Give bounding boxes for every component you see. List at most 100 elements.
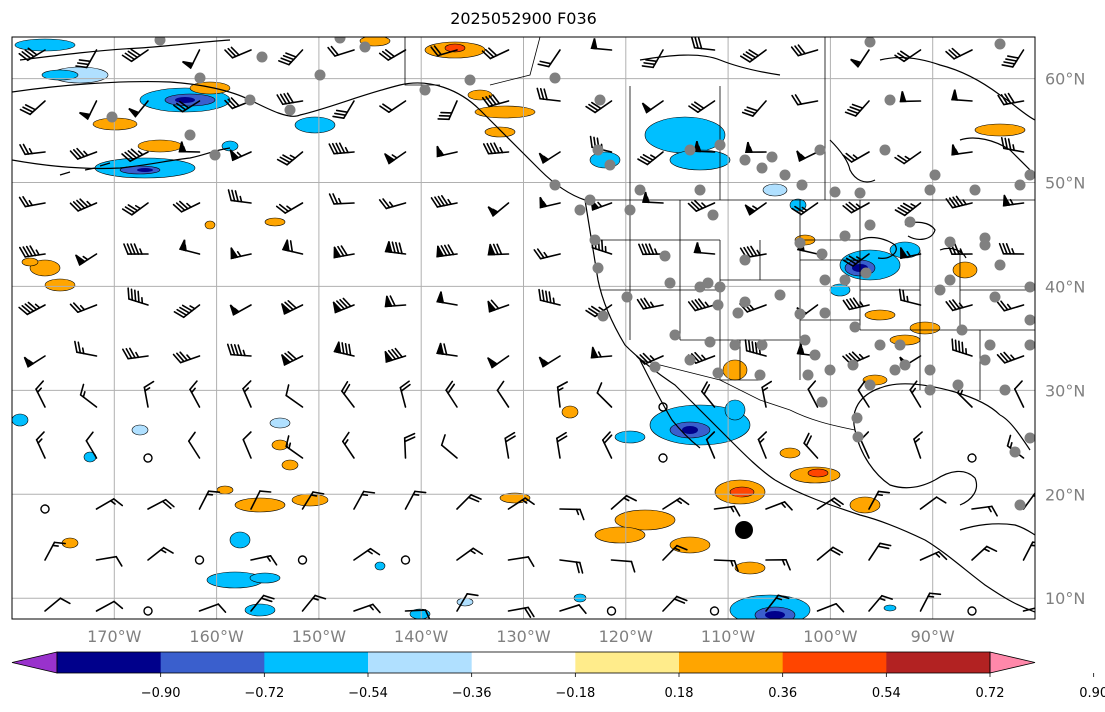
station-dot: [819, 307, 831, 319]
wind-barb: [487, 202, 510, 217]
contour-region: [281, 459, 299, 471]
barb-full: [127, 50, 139, 59]
barb-half: [286, 205, 293, 211]
barb-half: [86, 200, 92, 207]
barb-half: [186, 202, 192, 208]
barb-full: [690, 201, 701, 211]
wind-barb: [1022, 492, 1035, 510]
barb-half: [906, 250, 912, 257]
barb-full: [447, 383, 456, 394]
lon-tick-label: 140°W: [394, 627, 449, 646]
calm-circle: [606, 606, 617, 616]
barb-full: [121, 54, 133, 63]
wind-barb: [456, 494, 482, 510]
barb-staff: [919, 496, 938, 510]
barb-staff: [95, 555, 118, 561]
wind-barb: [40, 504, 50, 514]
barb-half: [911, 387, 917, 394]
wind-barb: [75, 49, 98, 69]
barb-full: [833, 497, 844, 506]
barb-full: [125, 348, 133, 360]
barb-full: [848, 201, 859, 211]
station-dot: [714, 281, 726, 293]
barb-full: [690, 37, 696, 49]
barb-full: [404, 436, 416, 443]
barb-full: [694, 351, 704, 362]
barb-full: [843, 259, 854, 267]
barb-half: [958, 302, 964, 309]
coastline: [19, 39, 231, 61]
wind-barb: [147, 498, 175, 510]
barb-half: [236, 251, 242, 258]
calm-circle: [297, 555, 308, 565]
wind-barb: [998, 242, 1025, 255]
wind-barb: [342, 431, 355, 459]
station-dot: [864, 219, 876, 231]
barb-half: [858, 353, 865, 360]
wind-barb: [399, 380, 411, 408]
barb-full: [879, 542, 892, 547]
barb-half: [1040, 607, 1043, 612]
barb-full: [260, 597, 273, 603]
station-dot: [714, 139, 726, 151]
barb-staff: [610, 559, 633, 563]
station-dot: [621, 291, 633, 303]
barb-full: [744, 204, 756, 212]
barb-staff: [250, 490, 261, 510]
wind-barb: [538, 151, 561, 164]
barb-full: [902, 202, 914, 210]
barb-full: [745, 51, 757, 59]
wind-barb: [857, 380, 870, 408]
contour-core: [682, 426, 698, 434]
wind-barb: [19, 245, 46, 258]
barb-staff: [242, 438, 252, 459]
coastline: [639, 54, 781, 76]
barb-full: [130, 288, 134, 301]
wind-barb: [187, 431, 201, 459]
barb-full: [641, 65, 654, 69]
wind-barb: [122, 347, 149, 360]
barb-staff: [198, 603, 220, 612]
barb-full: [897, 154, 908, 163]
station-dot: [829, 186, 841, 198]
barb-full: [76, 147, 86, 158]
barb-half: [704, 301, 710, 308]
wind-barb: [538, 288, 561, 306]
barb-half: [206, 493, 214, 496]
station-dot: [592, 262, 604, 274]
wind-barb: [1013, 380, 1025, 408]
barb-full: [1003, 194, 1011, 206]
wind-barb: [276, 92, 304, 106]
barb-full: [748, 340, 751, 353]
barb-half: [469, 549, 476, 555]
contour-region: [137, 139, 183, 153]
barb-full: [395, 241, 400, 254]
barb-half: [242, 349, 246, 357]
barb-full: [242, 431, 252, 441]
wind-barb: [79, 100, 98, 121]
wind-barb: [182, 49, 201, 70]
barb-full: [440, 291, 445, 304]
coastline: [934, 470, 978, 506]
barb-full: [279, 156, 291, 164]
colorbar-tick-label: −0.18: [555, 686, 595, 701]
wind-barb: [1001, 49, 1025, 68]
barb-full: [575, 561, 580, 574]
barb-full: [487, 357, 498, 365]
barb-full: [1000, 93, 1009, 105]
barb-full: [335, 109, 349, 113]
barb-full: [332, 115, 345, 119]
wind-barb: [662, 497, 690, 510]
barb-full: [545, 290, 549, 303]
barb-full: [601, 239, 604, 252]
barb-full: [378, 52, 389, 61]
wind-barb: [250, 555, 278, 566]
contour-region: [722, 359, 748, 381]
barb-full: [489, 243, 496, 256]
station-dot: [684, 144, 696, 156]
barb-half: [876, 493, 884, 496]
coastline: [829, 139, 876, 183]
wind-barb: [705, 431, 716, 459]
barb-full: [230, 97, 240, 107]
barb-pennant: [590, 38, 598, 50]
